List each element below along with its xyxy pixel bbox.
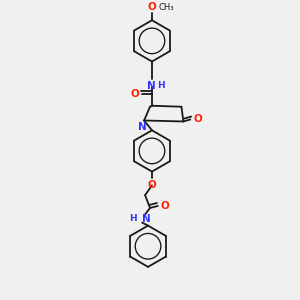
- Text: H: H: [130, 214, 137, 223]
- Text: N: N: [147, 81, 155, 91]
- Text: O: O: [193, 113, 202, 124]
- Text: CH₃: CH₃: [159, 3, 174, 12]
- Text: O: O: [161, 201, 170, 211]
- Text: O: O: [130, 89, 139, 99]
- Text: N: N: [138, 122, 146, 132]
- Text: H: H: [157, 81, 164, 90]
- Text: O: O: [148, 2, 156, 12]
- Text: N: N: [142, 214, 151, 224]
- Text: O: O: [148, 180, 156, 190]
